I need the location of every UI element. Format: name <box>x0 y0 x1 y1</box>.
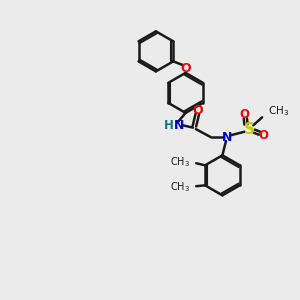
Text: O: O <box>180 62 191 75</box>
Text: N: N <box>174 119 184 132</box>
Text: H: H <box>164 119 174 132</box>
Text: S: S <box>243 122 254 137</box>
Text: CH$_3$: CH$_3$ <box>170 155 190 169</box>
Text: CH$_3$: CH$_3$ <box>268 104 289 118</box>
Text: N: N <box>222 130 232 143</box>
Text: O: O <box>193 104 203 117</box>
Text: O: O <box>239 108 250 121</box>
Text: O: O <box>259 129 269 142</box>
Text: CH$_3$: CH$_3$ <box>170 180 190 194</box>
